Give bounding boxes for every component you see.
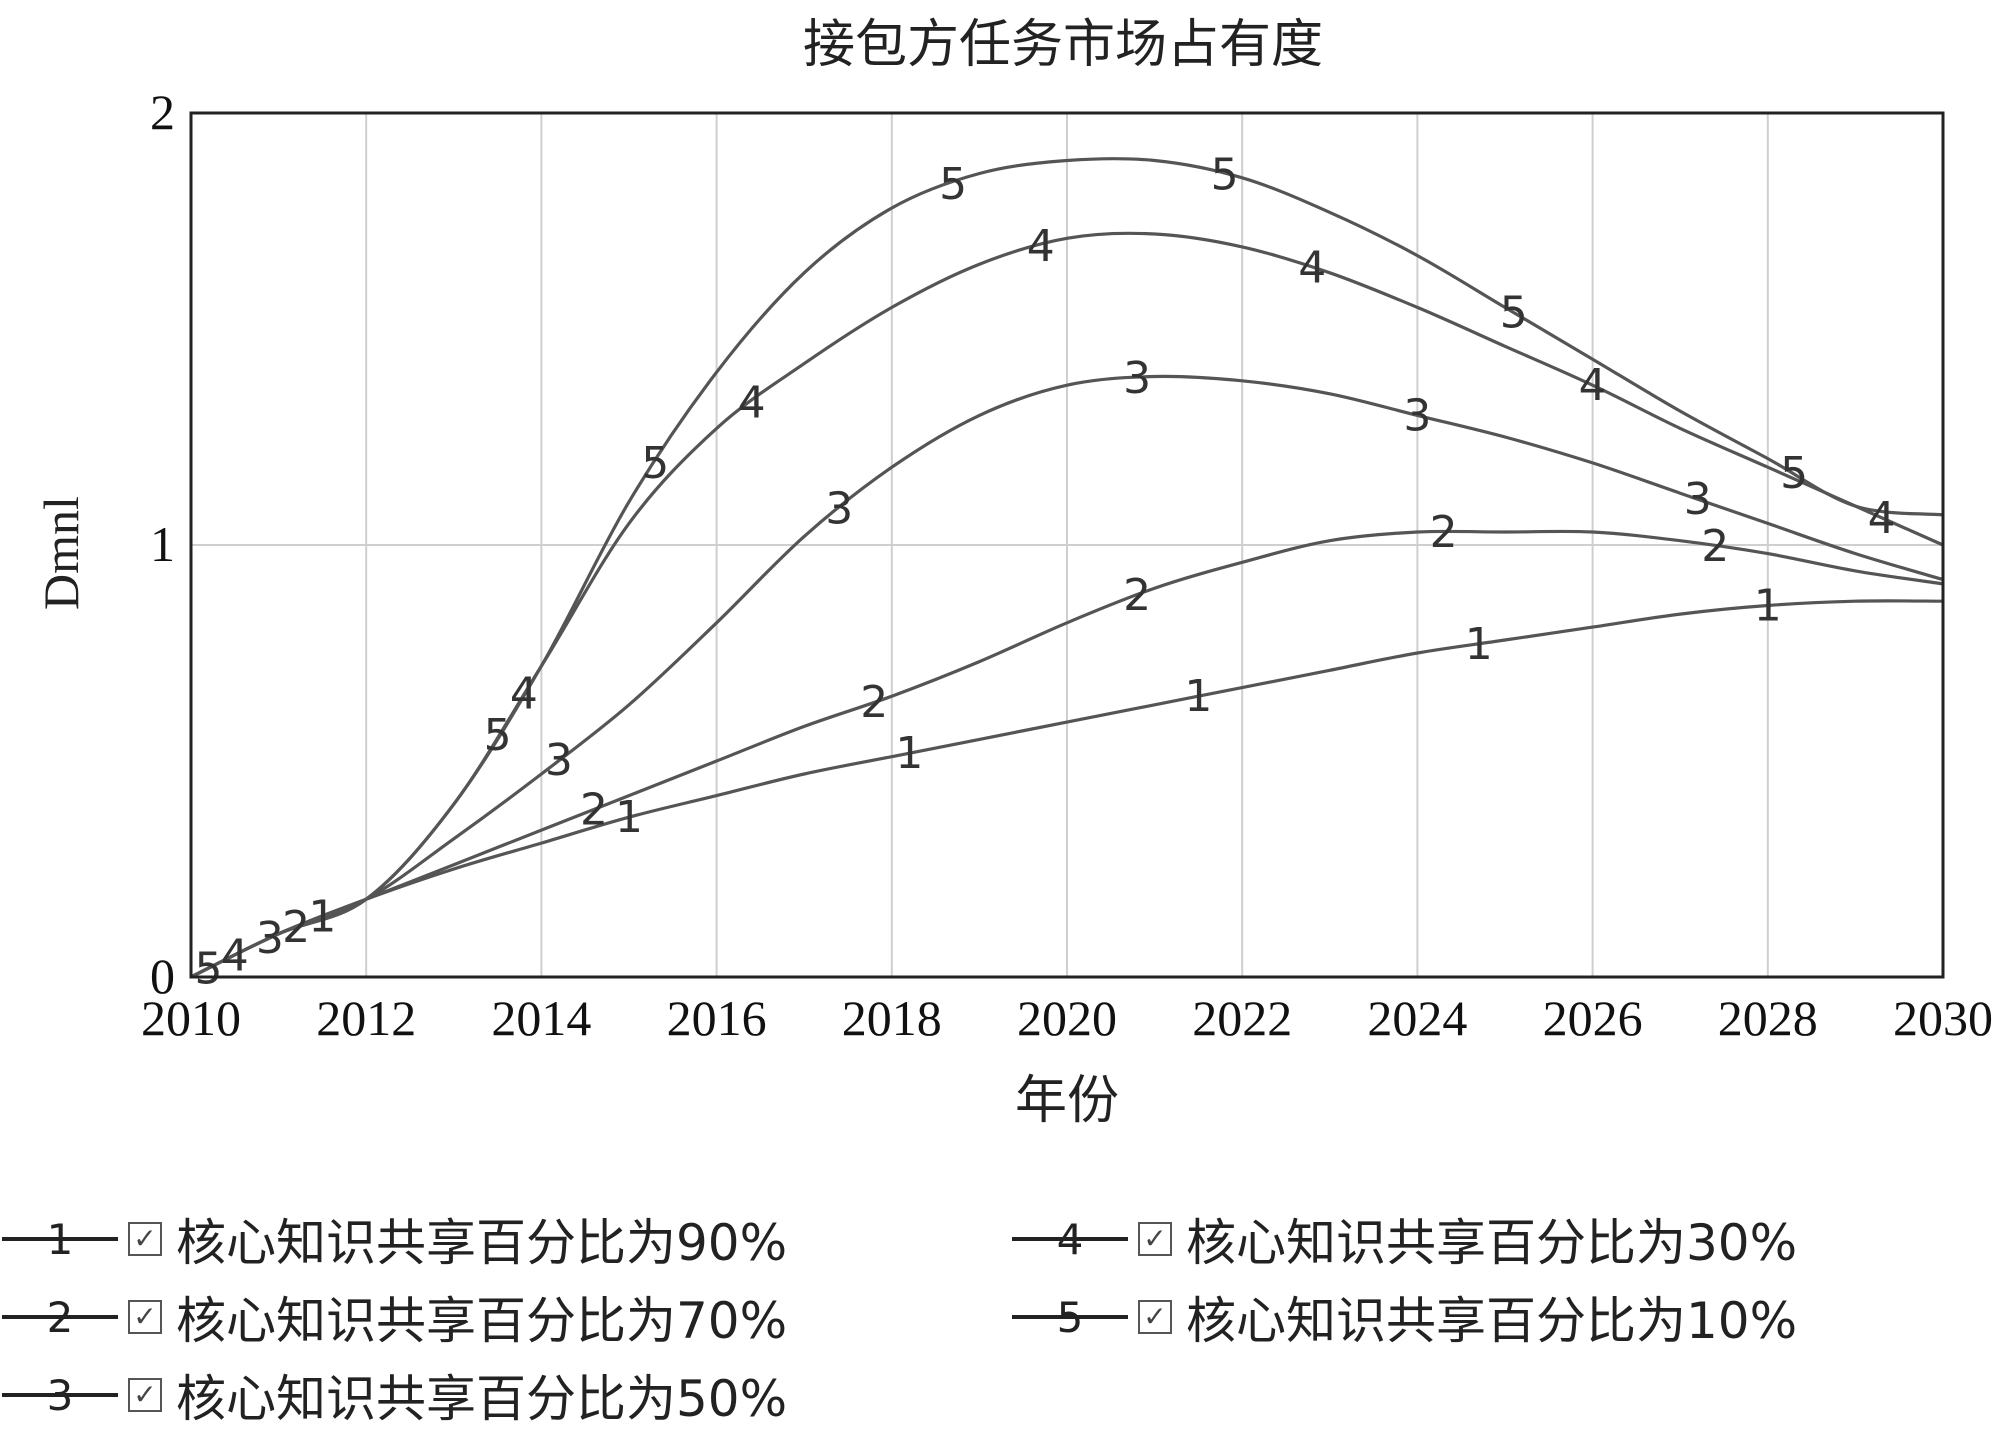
series-marker-4: 4 — [221, 930, 249, 981]
series-marker-5: 5 — [195, 943, 223, 994]
series-marker-2: 2 — [1701, 521, 1729, 572]
x-tick-label: 2020 — [1017, 990, 1117, 1046]
series-line-2 — [190, 529, 1944, 979]
series-marker-5: 5 — [641, 438, 669, 489]
series-marker-1: 1 — [1465, 619, 1493, 670]
chart-title: 接包方任务市场占有度 — [803, 15, 1323, 75]
x-tick-label: 2010 — [141, 990, 241, 1046]
grid-lines — [191, 113, 1943, 977]
series-line-3 — [190, 374, 1944, 979]
series-marker-5: 5 — [939, 159, 967, 210]
svg-text:1: 1 — [47, 1215, 74, 1264]
series-marker-1: 1 — [1754, 580, 1782, 631]
svg-text:2: 2 — [47, 1293, 74, 1342]
series-marker-2: 2 — [1123, 570, 1151, 621]
svg-text:5: 5 — [1057, 1293, 1084, 1342]
legend-checkbox-icon[interactable]: ✓ — [128, 1300, 162, 1334]
series-line-5 — [190, 157, 1944, 979]
x-axis-ticks: 2010 2012 2014 2016 2018 2020 2022 2024 2026 2028… — [141, 990, 1993, 1046]
series-marker-4: 4 — [1027, 221, 1055, 272]
x-tick-label: 2028 — [1718, 990, 1818, 1046]
series-marker-3: 3 — [1684, 474, 1712, 525]
series-marker-2: 2 — [1430, 507, 1458, 558]
series-marker-3: 3 — [825, 484, 853, 535]
series-marker-3: 3 — [256, 913, 284, 964]
svg-text:4: 4 — [1057, 1215, 1084, 1264]
x-tick-label: 2014 — [491, 990, 591, 1046]
series-marker-1: 1 — [1184, 671, 1212, 722]
legend-item-5[interactable]: 5 ✓ 核心知识共享百分比为10% — [1010, 1282, 1797, 1352]
x-tick-label: 2026 — [1543, 990, 1643, 1046]
legend-checkbox-icon[interactable]: ✓ — [128, 1222, 162, 1256]
series-marker-5: 5 — [1780, 448, 1808, 499]
legend-swatch-3: 3 — [0, 1365, 120, 1425]
legend-item-4[interactable]: 4 ✓ 核心知识共享百分比为30% — [1010, 1204, 1797, 1274]
x-tick-label: 2030 — [1893, 990, 1993, 1046]
series-marker-4: 4 — [1868, 493, 1896, 544]
series-marker-5: 5 — [1211, 149, 1239, 200]
legend-checkbox-icon[interactable]: ✓ — [1138, 1300, 1172, 1334]
series-marker-4: 4 — [738, 377, 766, 428]
legend-item-2[interactable]: 2 ✓ 核心知识共享百分比为70% — [0, 1282, 787, 1352]
y-axis-ticks: 0 1 2 — [150, 84, 175, 1004]
series-marker-4: 4 — [1298, 243, 1326, 294]
legend-swatch-4: 4 — [1010, 1209, 1130, 1269]
legend-label: 核心知识共享百分比为30% — [1186, 1214, 1798, 1272]
svg-text:3: 3 — [47, 1371, 74, 1420]
series-marker-4: 4 — [1579, 360, 1607, 411]
y-tick-label: 2 — [150, 84, 175, 140]
legend-item-1[interactable]: 1 ✓ 核心知识共享百分比为90% — [0, 1204, 787, 1274]
series-marker-2: 2 — [860, 677, 888, 728]
x-axis-title: 年份 — [1015, 1071, 1119, 1131]
x-tick-label: 2012 — [316, 990, 416, 1046]
series-marker-3: 3 — [1123, 353, 1151, 404]
x-tick-label: 2022 — [1192, 990, 1292, 1046]
series-marker-1: 1 — [308, 892, 336, 943]
legend-swatch-1: 1 — [0, 1209, 120, 1269]
legend-swatch-2: 2 — [0, 1287, 120, 1347]
legend-label: 核心知识共享百分比为10% — [1186, 1292, 1798, 1350]
series-marker-1: 1 — [615, 792, 643, 843]
series-marker-5: 5 — [1500, 288, 1528, 339]
legend-label: 核心知识共享百分比为50% — [176, 1370, 788, 1428]
series-marker-3: 3 — [1403, 390, 1431, 441]
series-marker-1: 1 — [895, 728, 923, 779]
series-marker-2: 2 — [580, 784, 608, 835]
series-marker-3: 3 — [545, 735, 573, 786]
plot-area — [189, 111, 1945, 979]
legend-swatch-5: 5 — [1010, 1287, 1130, 1347]
y-axis-title: Dmnl — [33, 496, 89, 610]
y-tick-label: 1 — [150, 516, 175, 572]
x-tick-label: 2024 — [1367, 990, 1467, 1046]
legend-item-3[interactable]: 3 ✓ 核心知识共享百分比为50% — [0, 1360, 787, 1430]
legend-label: 核心知识共享百分比为70% — [176, 1292, 788, 1350]
x-tick-label: 2016 — [667, 990, 767, 1046]
legend-label: 核心知识共享百分比为90% — [176, 1214, 788, 1272]
series-line-1 — [190, 599, 1944, 979]
series-lines — [190, 157, 1944, 979]
x-tick-label: 2018 — [842, 990, 942, 1046]
legend-checkbox-icon[interactable]: ✓ — [1138, 1222, 1172, 1256]
legend-checkbox-icon[interactable]: ✓ — [128, 1378, 162, 1412]
series-marker-2: 2 — [282, 902, 310, 953]
series-marker-4: 4 — [510, 669, 538, 720]
y-tick-label: 0 — [150, 948, 175, 1004]
series-marker-5: 5 — [484, 710, 512, 761]
